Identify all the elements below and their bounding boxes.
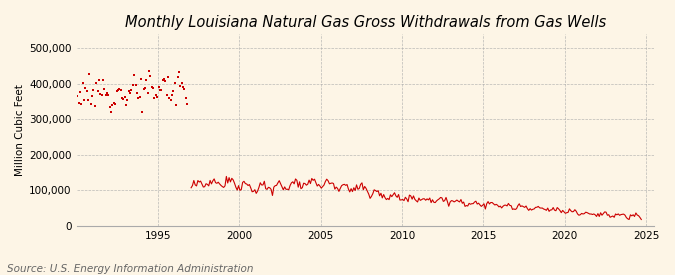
Point — [117, 95, 128, 100]
Point — [168, 89, 179, 93]
Point — [176, 81, 187, 85]
Point — [118, 97, 129, 101]
Point — [119, 95, 130, 99]
Point — [146, 85, 157, 89]
Point — [173, 70, 184, 74]
Point — [179, 87, 190, 91]
Point — [148, 86, 159, 90]
Point — [84, 72, 95, 76]
Point — [129, 73, 140, 77]
Point — [128, 83, 138, 87]
Point — [133, 96, 144, 100]
Point — [110, 101, 121, 106]
Point — [114, 87, 125, 91]
Point — [89, 104, 100, 108]
Point — [163, 75, 173, 79]
Point — [132, 91, 142, 95]
Point — [124, 89, 134, 93]
Point — [157, 78, 168, 83]
Point — [155, 87, 165, 92]
Point — [94, 77, 105, 82]
Point — [138, 87, 149, 91]
Point — [141, 78, 152, 82]
Point — [137, 110, 148, 114]
Point — [97, 93, 107, 98]
Point — [161, 93, 172, 97]
Point — [136, 77, 146, 81]
Point — [77, 80, 88, 85]
Point — [72, 94, 82, 98]
Point — [164, 95, 175, 100]
Point — [78, 97, 89, 102]
Point — [140, 86, 151, 90]
Point — [107, 103, 118, 108]
Point — [149, 96, 160, 100]
Point — [92, 89, 103, 93]
Point — [115, 88, 126, 92]
Point — [134, 95, 145, 99]
Point — [111, 88, 122, 93]
Y-axis label: Million Cubic Feet: Million Cubic Feet — [15, 84, 25, 176]
Point — [101, 92, 111, 97]
Point — [82, 98, 93, 102]
Point — [175, 84, 186, 88]
Point — [125, 91, 136, 95]
Point — [172, 74, 183, 79]
Point — [182, 102, 192, 106]
Point — [160, 78, 171, 83]
Point — [74, 90, 85, 95]
Point — [85, 101, 96, 106]
Point — [121, 102, 132, 107]
Point — [130, 83, 141, 87]
Point — [152, 95, 163, 99]
Point — [106, 110, 117, 114]
Point — [103, 92, 114, 97]
Point — [145, 74, 156, 79]
Point — [102, 91, 113, 95]
Point — [109, 101, 119, 105]
Point — [73, 101, 84, 105]
Point — [144, 69, 155, 73]
Point — [88, 88, 99, 92]
Point — [105, 105, 115, 109]
Point — [153, 85, 164, 90]
Point — [91, 81, 102, 85]
Point — [80, 86, 90, 90]
Point — [81, 89, 92, 94]
Point — [113, 88, 124, 93]
Point — [156, 87, 167, 92]
Point — [169, 81, 180, 85]
Point — [76, 102, 86, 106]
Point — [126, 88, 137, 92]
Point — [98, 78, 109, 82]
Text: Source: U.S. Energy Information Administration: Source: U.S. Energy Information Administ… — [7, 264, 253, 274]
Point — [151, 92, 161, 97]
Point — [180, 96, 191, 100]
Point — [142, 91, 153, 96]
Point — [178, 84, 188, 89]
Point — [99, 87, 110, 91]
Point — [167, 93, 178, 97]
Title: Monthly Louisiana Natural Gas Gross Withdrawals from Gas Wells: Monthly Louisiana Natural Gas Gross With… — [125, 15, 606, 30]
Point — [171, 102, 182, 107]
Point — [122, 98, 133, 102]
Point — [159, 77, 169, 81]
Point — [165, 97, 176, 102]
Point — [95, 92, 106, 96]
Point — [86, 94, 97, 98]
